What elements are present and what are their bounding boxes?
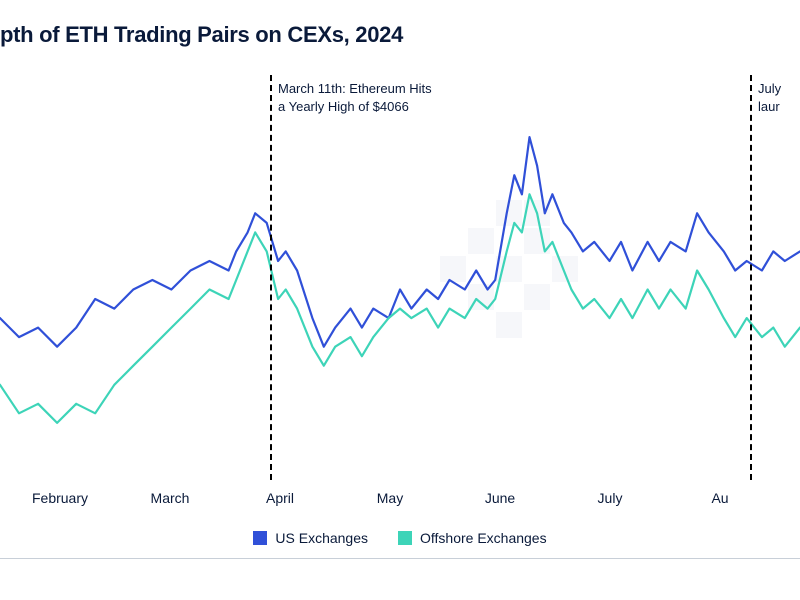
- legend-swatch: [253, 531, 267, 545]
- x-axis-label: April: [266, 490, 294, 506]
- x-axis-label: March: [151, 490, 190, 506]
- line-chart-svg: [0, 80, 800, 480]
- annotation-line: [750, 75, 752, 480]
- x-axis-label: May: [377, 490, 403, 506]
- legend-label: US Exchanges: [275, 530, 368, 546]
- bottom-rule: [0, 558, 800, 559]
- x-axis: February March April May June July Au: [0, 490, 800, 510]
- x-axis-label: Au: [711, 490, 728, 506]
- series-line: [0, 194, 800, 423]
- annotation-text: March 11th: Ethereum Hitsa Yearly High o…: [278, 80, 432, 115]
- plot-area: [0, 80, 800, 480]
- annotation-text: Julylaur: [758, 80, 781, 115]
- x-axis-label: February: [32, 490, 88, 506]
- legend-item: US Exchanges: [253, 530, 368, 546]
- legend-item: Offshore Exchanges: [398, 530, 547, 546]
- annotation-line: [270, 75, 272, 480]
- x-axis-label: July: [598, 490, 623, 506]
- legend-label: Offshore Exchanges: [420, 530, 547, 546]
- chart-title: pth of ETH Trading Pairs on CEXs, 2024: [0, 22, 403, 48]
- series-line: [0, 137, 800, 347]
- chart-container: pth of ETH Trading Pairs on CEXs, 2024 M…: [0, 0, 800, 600]
- legend: US Exchanges Offshore Exchanges: [0, 530, 800, 556]
- x-axis-label: June: [485, 490, 515, 506]
- legend-swatch: [398, 531, 412, 545]
